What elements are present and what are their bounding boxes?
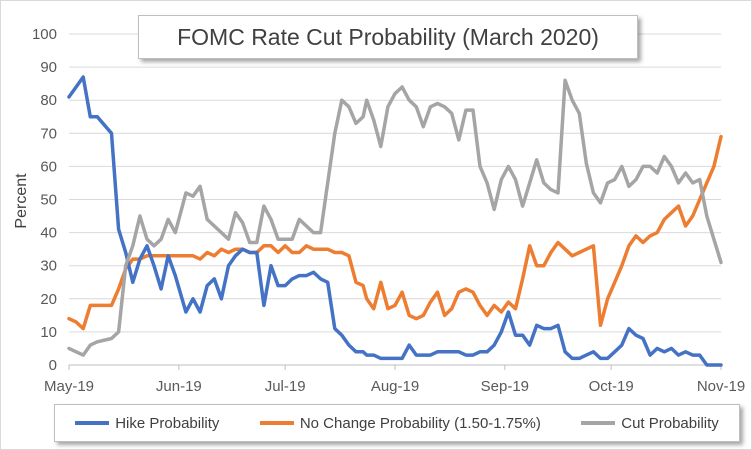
- x-tick-label: Sep-19: [481, 378, 529, 395]
- series-line-hike: [67, 75, 723, 367]
- y-tick-label: 90: [40, 59, 57, 76]
- x-tick-label: Aug-19: [371, 378, 419, 395]
- y-tick-label: 50: [40, 192, 57, 209]
- legend-item-cut: Cut Probability: [581, 415, 719, 432]
- y-tick-label: 60: [40, 158, 57, 175]
- x-tick-label: Oct-19: [589, 378, 634, 395]
- legend-label-cut: Cut Probability: [621, 414, 719, 432]
- y-tick-label: 0: [49, 357, 57, 374]
- x-tick-label: May-19: [44, 378, 94, 395]
- y-axis-label: Percent: [13, 173, 30, 229]
- y-tick-label: 30: [40, 258, 57, 275]
- x-axis-tick-labels: May-19 Jun-19 Jul-19 Aug-19 Sep-19 Oct-19 Nov-…: [44, 365, 745, 395]
- chart-title-box: FOMC Rate Cut Probability (March 2020): [138, 15, 638, 59]
- legend-swatch-cut: [581, 421, 616, 425]
- series-lines: [67, 75, 723, 367]
- y-tick-label: 80: [40, 92, 57, 109]
- legend-item-hike: Hike Probability: [75, 415, 219, 432]
- x-tick-label: Jun-19: [156, 378, 202, 395]
- legend-swatch-no-change: [259, 421, 294, 425]
- y-axis-tick-labels: 0 10 20 30 40 50 60 70 80 90 100: [32, 26, 57, 374]
- chart-title: FOMC Rate Cut Probability (March 2020): [177, 23, 599, 50]
- x-tick-label: Jul-19: [265, 378, 306, 395]
- x-tick-label: Nov-19: [697, 378, 745, 395]
- legend-item-no-change: No Change Probability (1.50-1.75%): [259, 414, 541, 432]
- legend-swatch-hike: [75, 421, 110, 425]
- gridlines: [69, 33, 721, 333]
- series-line-cut: [67, 78, 723, 357]
- y-tick-label: 100: [32, 26, 57, 43]
- y-tick-label: 40: [40, 225, 57, 242]
- legend-label-no-change: No Change Probability (1.50-1.75%): [299, 414, 541, 432]
- legend-label-hike: Hike Probability: [115, 414, 220, 432]
- y-tick-label: 70: [40, 125, 57, 142]
- series-line-no-change: [67, 134, 723, 331]
- legend: Hike Probability No Change Probability (…: [54, 404, 740, 442]
- y-tick-label: 10: [40, 324, 57, 341]
- y-tick-label: 20: [40, 291, 57, 308]
